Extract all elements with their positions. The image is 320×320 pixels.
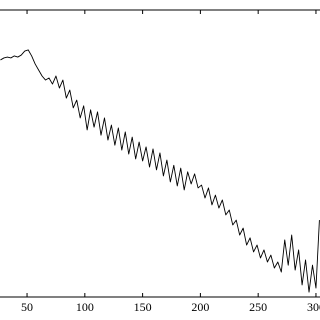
x-tick-label: 50	[21, 300, 33, 314]
x-tick-label: 250	[249, 300, 267, 314]
x-tick-label: 300	[307, 300, 320, 314]
plot-area	[0, 49, 320, 293]
x-tick-label: 100	[76, 300, 94, 314]
x-tick-label: 150	[134, 300, 152, 314]
data-line	[0, 49, 320, 293]
x-tick-label: 200	[191, 300, 209, 314]
